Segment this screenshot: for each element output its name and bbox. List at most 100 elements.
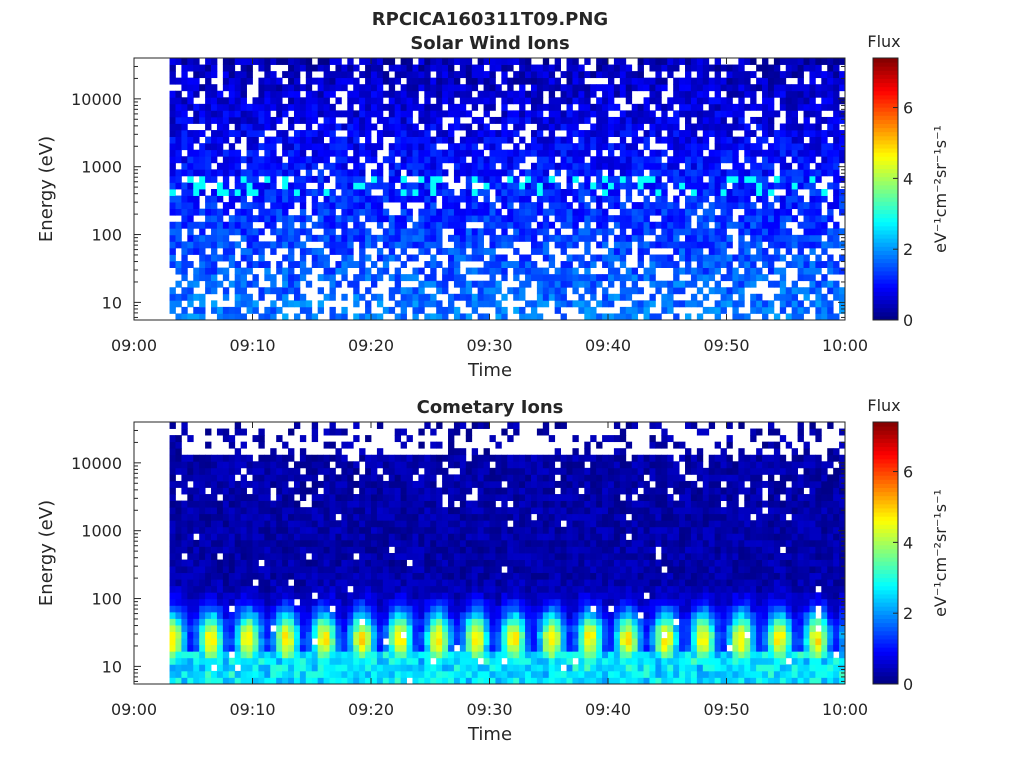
heatmap-cell bbox=[613, 58, 621, 65]
heatmap-cell bbox=[216, 280, 224, 288]
heatmap-cell bbox=[406, 241, 413, 249]
heatmap-cell bbox=[359, 123, 366, 131]
heatmap-cell bbox=[702, 58, 710, 65]
heatmap-cell bbox=[187, 435, 194, 443]
heatmap-cell bbox=[382, 234, 390, 242]
heatmap-cell bbox=[738, 90, 745, 98]
heatmap-cell bbox=[442, 306, 449, 314]
heatmap-cell bbox=[596, 84, 603, 92]
heatmap-cell bbox=[613, 162, 621, 170]
heatmap-cell bbox=[299, 149, 307, 157]
heatmap-cell bbox=[299, 559, 307, 567]
heatmap-cell bbox=[359, 500, 366, 508]
heatmap-cell bbox=[311, 631, 319, 639]
heatmap-cell bbox=[815, 241, 822, 249]
heatmap-cell bbox=[181, 64, 188, 72]
heatmap-cell bbox=[839, 195, 846, 203]
heatmap-cell bbox=[311, 435, 319, 443]
heatmap-cell bbox=[525, 300, 532, 308]
heatmap-cell bbox=[359, 572, 366, 580]
heatmap-cell bbox=[282, 533, 289, 541]
heatmap-cell bbox=[530, 241, 538, 249]
heatmap-cell bbox=[258, 546, 265, 554]
heatmap-cell bbox=[353, 123, 360, 131]
heatmap-cell bbox=[288, 664, 295, 672]
heatmap-cell bbox=[288, 215, 295, 223]
heatmap-cell bbox=[299, 130, 307, 137]
heatmap-cell bbox=[613, 221, 621, 229]
heatmap-cell bbox=[602, 313, 609, 321]
heatmap-cell bbox=[382, 611, 390, 619]
heatmap-cell bbox=[400, 71, 407, 79]
heatmap-cell bbox=[365, 539, 372, 547]
heatmap-cell bbox=[353, 644, 360, 652]
heatmap-cell bbox=[317, 247, 325, 255]
heatmap-cell bbox=[323, 677, 330, 685]
heatmap-cell bbox=[483, 182, 490, 190]
heatmap-cell bbox=[240, 228, 247, 236]
heatmap-cell bbox=[471, 247, 479, 255]
heatmap-cell bbox=[311, 189, 319, 196]
heatmap-cell bbox=[317, 670, 325, 678]
heatmap-cell bbox=[199, 638, 206, 646]
heatmap-cell bbox=[809, 130, 816, 137]
heatmap-cell bbox=[584, 182, 591, 190]
heatmap-cell bbox=[181, 566, 188, 574]
heatmap-cell bbox=[477, 162, 484, 170]
heatmap-cell bbox=[773, 241, 781, 249]
heatmap-cell bbox=[222, 677, 230, 685]
heatmap-cell bbox=[459, 280, 467, 288]
heatmap-cell bbox=[234, 162, 242, 170]
heatmap-cell bbox=[329, 618, 336, 626]
heatmap-cell bbox=[181, 507, 188, 515]
colorbar-segment bbox=[873, 82, 898, 88]
heatmap-cell bbox=[299, 254, 307, 262]
heatmap-cell bbox=[246, 267, 253, 275]
heatmap-cell bbox=[258, 182, 265, 190]
heatmap-cell bbox=[341, 136, 348, 144]
heatmap-cell bbox=[394, 103, 402, 111]
heatmap-cell bbox=[477, 169, 484, 177]
heatmap-cell bbox=[222, 526, 230, 534]
colorbar-segment bbox=[873, 70, 898, 75]
heatmap-cell bbox=[797, 136, 804, 144]
heatmap-cell bbox=[187, 64, 194, 72]
heatmap-cell bbox=[702, 280, 710, 288]
heatmap-cell bbox=[584, 130, 591, 137]
heatmap-cell bbox=[282, 520, 289, 528]
heatmap-cell bbox=[756, 64, 763, 72]
heatmap-cell bbox=[187, 130, 194, 137]
heatmap-cell bbox=[495, 156, 502, 164]
heatmap-cell bbox=[376, 651, 384, 659]
heatmap-cell bbox=[578, 90, 585, 98]
heatmap-cell bbox=[815, 149, 822, 157]
heatmap-cell bbox=[299, 644, 307, 652]
heatmap-cell bbox=[169, 90, 176, 98]
heatmap-cell bbox=[702, 71, 710, 79]
heatmap-cell bbox=[317, 306, 325, 314]
heatmap-cell bbox=[341, 215, 348, 223]
heatmap-cell bbox=[465, 267, 473, 275]
heatmap-cell bbox=[199, 474, 206, 482]
heatmap-cell bbox=[453, 110, 461, 118]
heatmap-cell bbox=[305, 71, 313, 79]
heatmap-cell bbox=[815, 221, 822, 229]
heatmap-cell bbox=[299, 539, 307, 547]
heatmap-cell bbox=[205, 64, 212, 72]
heatmap-cell bbox=[667, 287, 674, 295]
heatmap-cell bbox=[584, 241, 591, 249]
heatmap-cell bbox=[240, 539, 247, 547]
heatmap-cell bbox=[779, 97, 787, 105]
heatmap-cell bbox=[359, 474, 366, 482]
heatmap-cell bbox=[732, 156, 739, 164]
heatmap-cell bbox=[643, 247, 650, 255]
heatmap-cell bbox=[827, 130, 834, 137]
heatmap-cell bbox=[726, 221, 733, 229]
heatmap-cell bbox=[394, 71, 402, 79]
heatmap-cell bbox=[187, 513, 194, 521]
heatmap-cell bbox=[169, 566, 176, 574]
heatmap-cell bbox=[187, 651, 194, 659]
heatmap-cell bbox=[803, 182, 810, 190]
heatmap-cell bbox=[347, 234, 354, 242]
heatmap-cell bbox=[353, 300, 360, 308]
